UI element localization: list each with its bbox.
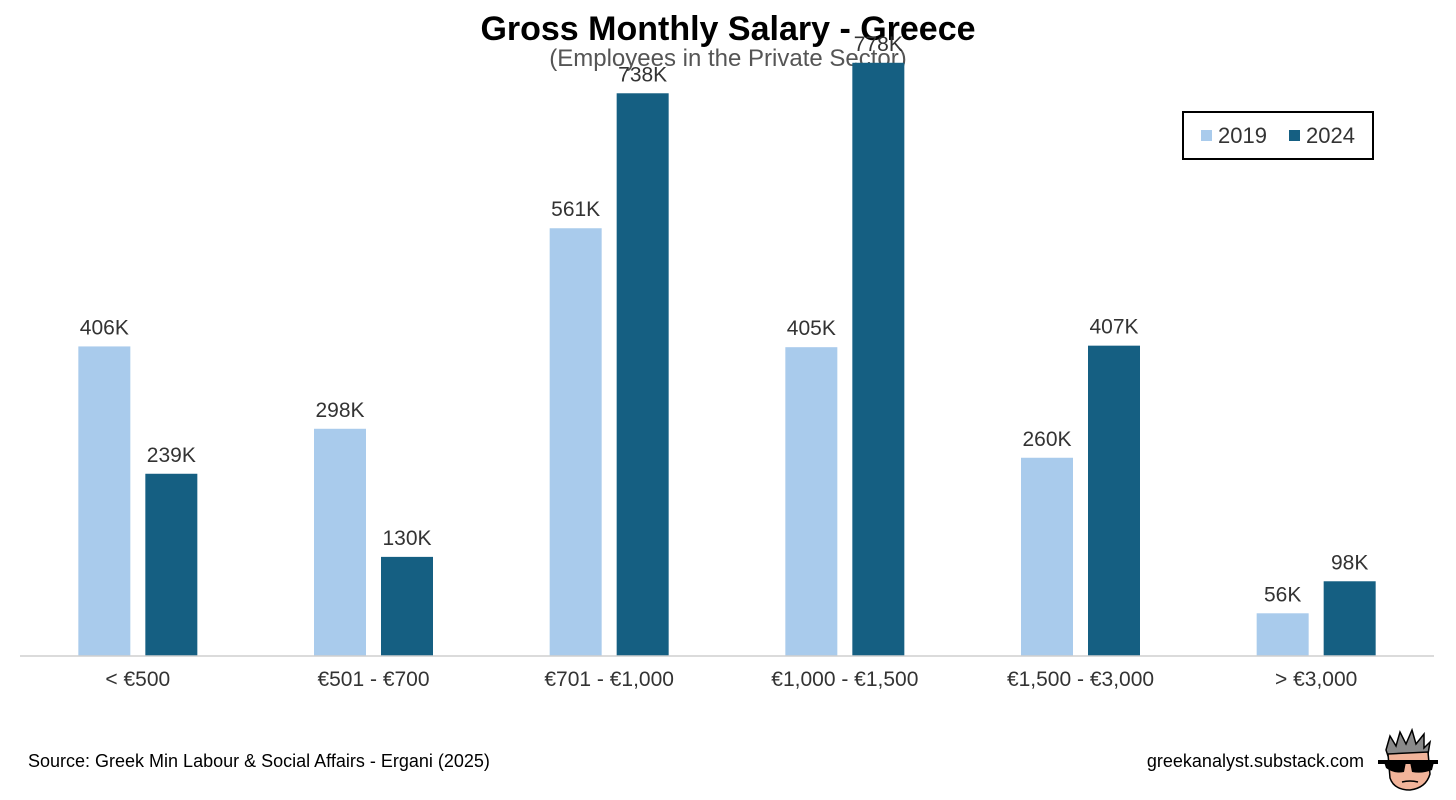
data-label-2024-5: 98K — [1331, 551, 1368, 574]
x-tick-label-1: €501 - €700 — [317, 668, 429, 691]
legend: 2019 2024 — [1182, 111, 1374, 160]
bar-2019-5 — [1256, 613, 1309, 656]
x-tick-label-5: > €3,000 — [1275, 668, 1357, 691]
data-label-2019-2: 561K — [551, 198, 600, 221]
legend-label-2019: 2019 — [1218, 122, 1267, 148]
bar-2024-1 — [381, 556, 433, 656]
source-note: Source: Greek Min Labour & Social Affair… — [28, 751, 490, 771]
legend-item-2019: 2019 — [1201, 123, 1267, 149]
data-label-2024-4: 407K — [1089, 316, 1138, 339]
bar-2024-0 — [145, 473, 198, 656]
data-label-2019-0: 406K — [80, 316, 129, 339]
data-label-2024-3: 778K — [854, 33, 903, 56]
x-tick-label-4: €1,500 - €3,000 — [1007, 668, 1154, 691]
chart-title: Gross Monthly Salary - Greece — [480, 10, 976, 48]
legend-swatch-2024 — [1289, 130, 1300, 141]
x-tick-label-2: €701 - €1,000 — [544, 668, 674, 691]
cartoon-face-sunglasses-icon — [1378, 728, 1438, 791]
data-label-2019-4: 260K — [1022, 428, 1071, 451]
bar-chart: 406K 239K < €500 298K 130K €501 - €700 561K 738… — [20, 33, 1434, 691]
bar-2019-0 — [78, 346, 131, 656]
legend-swatch-2019 — [1201, 130, 1213, 141]
chart-subtitle: (Employees in the Private Sector) — [549, 45, 907, 72]
bar-2019-3 — [785, 347, 838, 656]
bar-2019-4 — [1021, 457, 1073, 656]
bar-2024-2 — [616, 93, 669, 656]
x-tick-label-3: €1,000 - €1,500 — [771, 668, 918, 691]
data-label-2019-1: 298K — [315, 399, 364, 422]
bar-2019-2 — [549, 228, 602, 657]
bar-2024-5 — [1323, 581, 1376, 656]
bar-2024-4 — [1088, 345, 1140, 656]
x-tick-label-0: < €500 — [105, 668, 170, 691]
data-label-2024-1: 130K — [382, 527, 431, 550]
bar-2019-1 — [314, 428, 366, 656]
data-label-2019-3: 405K — [787, 317, 836, 340]
legend-item-2024: 2024 — [1289, 123, 1355, 149]
data-label-2024-2: 738K — [618, 63, 667, 86]
bar-2024-3 — [852, 62, 905, 656]
data-label-2024-0: 239K — [147, 444, 196, 467]
site-url: greekanalyst.substack.com — [1146, 751, 1364, 771]
data-label-2019-5: 56K — [1264, 583, 1301, 606]
legend-label-2024: 2024 — [1306, 122, 1355, 148]
